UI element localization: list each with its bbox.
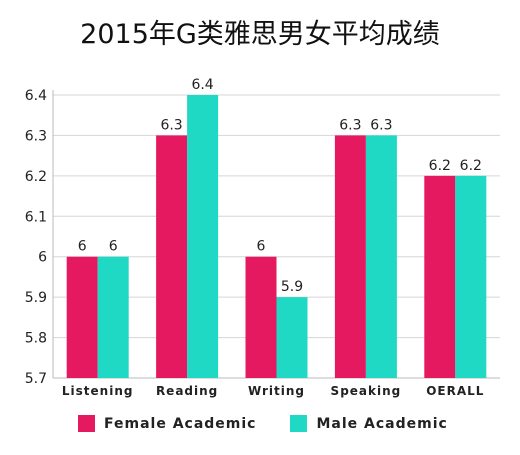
bar-reading-female [156, 135, 188, 378]
legend-swatch-female [78, 415, 95, 432]
bar-oerall-female [424, 175, 456, 378]
chart-title: 2015年G类雅思男女平均成绩 [80, 19, 440, 50]
y-tick-label-0: 5.7 [25, 371, 47, 387]
data-label-listening-male: 6 [109, 239, 118, 255]
y-tick-label-6: 6.3 [25, 128, 47, 144]
legend-label-male: Male Academic [316, 415, 448, 432]
legend-item-female: Female Academic [78, 415, 256, 432]
legend-label-female: Female Academic [104, 415, 257, 432]
y-tick-label-2: 5.9 [25, 290, 47, 306]
data-label-writing-female: 6 [257, 239, 266, 255]
data-label-reading-female: 6.3 [160, 117, 182, 133]
x-tick-label-listening: Listening [62, 384, 134, 398]
bar-listening-female [66, 256, 98, 378]
x-tick-label-writing: Writing [248, 384, 305, 398]
y-tick-label-5: 6.2 [25, 169, 47, 185]
x-tick-label-oerall: OERALL [426, 384, 484, 398]
y-tick-label-1: 5.8 [25, 331, 47, 347]
x-tick-label-speaking: Speaking [331, 384, 402, 398]
data-label-listening-female: 6 [78, 239, 87, 255]
bar-speaking-male [365, 135, 397, 378]
x-tick-label-reading: Reading [156, 384, 218, 398]
data-label-speaking-female: 6.3 [339, 117, 361, 133]
legend-item-male: Male Academic [290, 415, 447, 432]
bar-writing-female [245, 256, 277, 378]
y-tick-label-3: 6 [38, 250, 47, 266]
legend-swatch-male [290, 415, 308, 432]
y-tick-label-7: 6.4 [25, 88, 47, 104]
y-tick-label-4: 6.1 [25, 209, 47, 225]
bar-speaking-female [334, 135, 366, 378]
data-label-reading-male: 6.4 [191, 77, 213, 93]
data-label-oerall-female: 6.2 [429, 158, 451, 174]
bar-listening-male [97, 256, 129, 378]
data-label-writing-male: 5.9 [281, 279, 303, 295]
data-label-oerall-male: 6.2 [460, 158, 482, 174]
data-label-speaking-male: 6.3 [370, 117, 392, 133]
bar-writing-male [276, 297, 308, 378]
bar-reading-male [187, 95, 219, 378]
legend: Female Academic Male Academic [78, 415, 482, 432]
bar-oerall-male [455, 175, 487, 378]
